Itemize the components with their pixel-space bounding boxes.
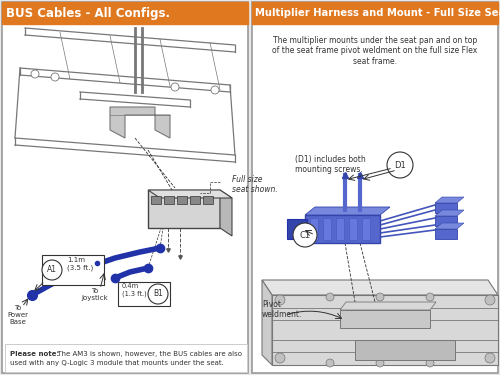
- Bar: [148, 190, 220, 228]
- Bar: [355, 340, 455, 360]
- Polygon shape: [435, 197, 464, 203]
- Circle shape: [51, 73, 59, 81]
- Bar: [151, 196, 161, 204]
- Bar: [203, 196, 213, 204]
- Polygon shape: [110, 107, 170, 138]
- Bar: [5, 344, 247, 372]
- Text: The AM3 is shown, however, the BUS cables are also: The AM3 is shown, however, the BUS cable…: [55, 351, 242, 357]
- Bar: [42, 255, 104, 285]
- Circle shape: [31, 70, 39, 78]
- Bar: [323, 218, 331, 240]
- Text: 1.1m
(3.5 ft.): 1.1m (3.5 ft.): [67, 257, 93, 271]
- Circle shape: [42, 260, 62, 280]
- Polygon shape: [340, 302, 436, 310]
- Circle shape: [275, 295, 285, 305]
- Bar: [310, 218, 318, 240]
- Polygon shape: [262, 280, 498, 295]
- Bar: [177, 196, 187, 204]
- Circle shape: [211, 86, 219, 94]
- Bar: [252, 2, 498, 373]
- Polygon shape: [148, 190, 232, 198]
- Bar: [190, 196, 200, 204]
- Circle shape: [326, 293, 334, 301]
- Text: C1: C1: [300, 231, 310, 240]
- Bar: [349, 218, 357, 240]
- Bar: [435, 229, 457, 239]
- Bar: [164, 196, 174, 204]
- Bar: [362, 218, 370, 240]
- Text: Full size
seat shown.: Full size seat shown.: [232, 175, 278, 194]
- Polygon shape: [435, 210, 464, 216]
- Bar: [336, 218, 344, 240]
- Text: (D1) includes both
mounting screws.: (D1) includes both mounting screws.: [295, 155, 366, 174]
- Text: BUS Cables - All Configs.: BUS Cables - All Configs.: [6, 6, 170, 20]
- Text: B1: B1: [153, 290, 163, 298]
- Polygon shape: [305, 207, 390, 215]
- Circle shape: [326, 359, 334, 367]
- Circle shape: [171, 83, 179, 91]
- Circle shape: [376, 359, 384, 367]
- Text: D1: D1: [394, 160, 406, 170]
- Bar: [2, 2, 248, 373]
- Circle shape: [148, 284, 168, 304]
- Circle shape: [293, 223, 317, 247]
- Text: 0.4m
(1.3 ft.): 0.4m (1.3 ft.): [122, 283, 147, 297]
- Circle shape: [387, 152, 413, 178]
- Circle shape: [275, 353, 285, 363]
- Polygon shape: [435, 223, 464, 229]
- Circle shape: [485, 353, 495, 363]
- Text: The multiplier mounts under the seat pan and on top
of the seat frame pivot weld: The multiplier mounts under the seat pan…: [272, 36, 478, 66]
- Bar: [2, 2, 248, 24]
- Text: A1: A1: [47, 266, 57, 274]
- Bar: [435, 216, 457, 226]
- Text: To
Joystick: To Joystick: [82, 288, 108, 301]
- Polygon shape: [272, 295, 498, 365]
- Circle shape: [376, 293, 384, 301]
- Text: Pivot
weldment.: Pivot weldment.: [262, 300, 302, 320]
- Bar: [252, 2, 498, 24]
- Text: Please note:: Please note:: [10, 351, 59, 357]
- Bar: [118, 282, 170, 306]
- Text: To
Power
Base: To Power Base: [8, 305, 28, 325]
- Text: Multiplier Harness and Mount - Full Size Seats: Multiplier Harness and Mount - Full Size…: [255, 8, 500, 18]
- Circle shape: [426, 359, 434, 367]
- Text: used with any Q-Logic 3 module that mounts under the seat.: used with any Q-Logic 3 module that moun…: [10, 360, 224, 366]
- Bar: [305, 215, 380, 243]
- Bar: [435, 203, 457, 213]
- Circle shape: [426, 293, 434, 301]
- Polygon shape: [262, 280, 272, 365]
- Polygon shape: [220, 190, 232, 236]
- Bar: [340, 310, 430, 328]
- Bar: [287, 219, 307, 239]
- Circle shape: [485, 295, 495, 305]
